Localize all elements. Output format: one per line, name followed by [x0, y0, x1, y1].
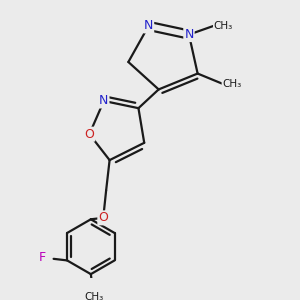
Text: CH₃: CH₃: [84, 292, 103, 300]
Text: N: N: [99, 94, 109, 107]
Text: O: O: [85, 128, 94, 141]
Text: O: O: [98, 211, 108, 224]
Text: N: N: [144, 20, 153, 32]
Text: F: F: [39, 251, 46, 264]
Text: CH₃: CH₃: [222, 79, 242, 88]
Text: N: N: [184, 28, 194, 41]
Text: CH₃: CH₃: [214, 21, 233, 31]
